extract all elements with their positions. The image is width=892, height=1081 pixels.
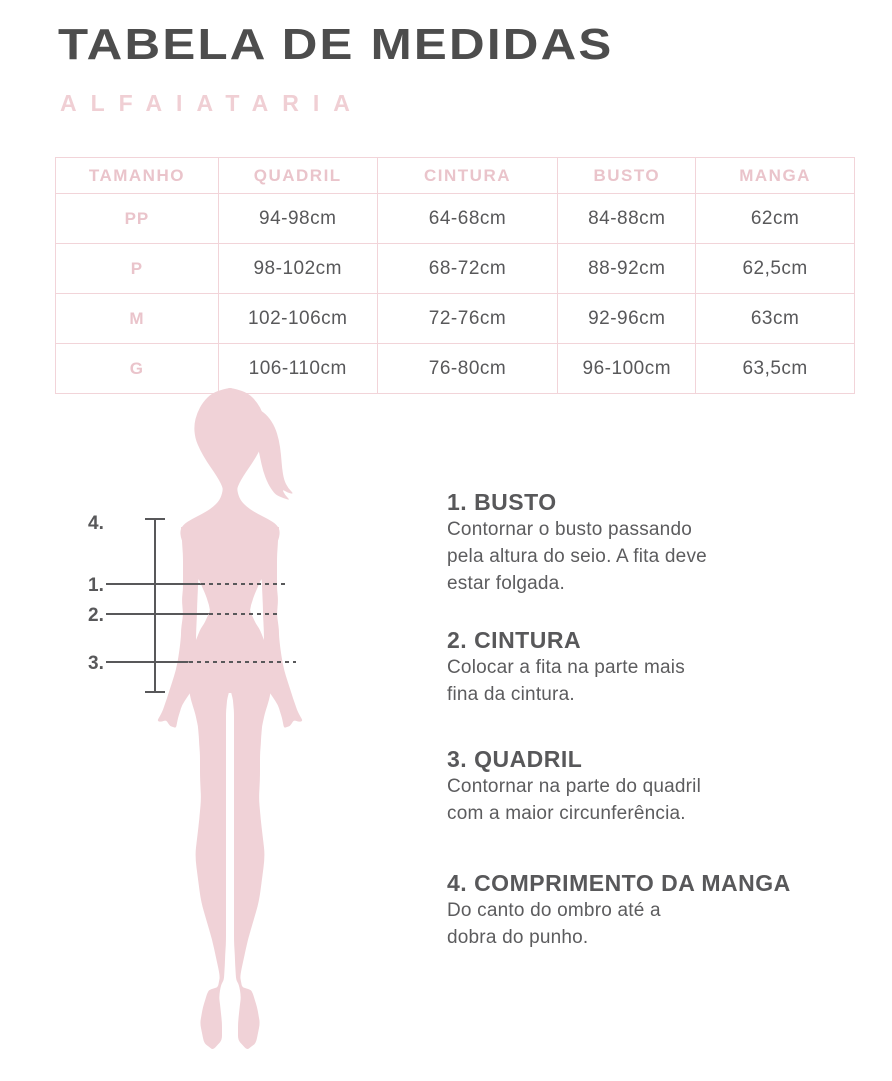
svg-text:3.: 3. (88, 653, 104, 674)
svg-text:4.: 4. (88, 513, 104, 534)
svg-text:2.: 2. (88, 605, 104, 626)
svg-text:1.: 1. (88, 575, 104, 596)
